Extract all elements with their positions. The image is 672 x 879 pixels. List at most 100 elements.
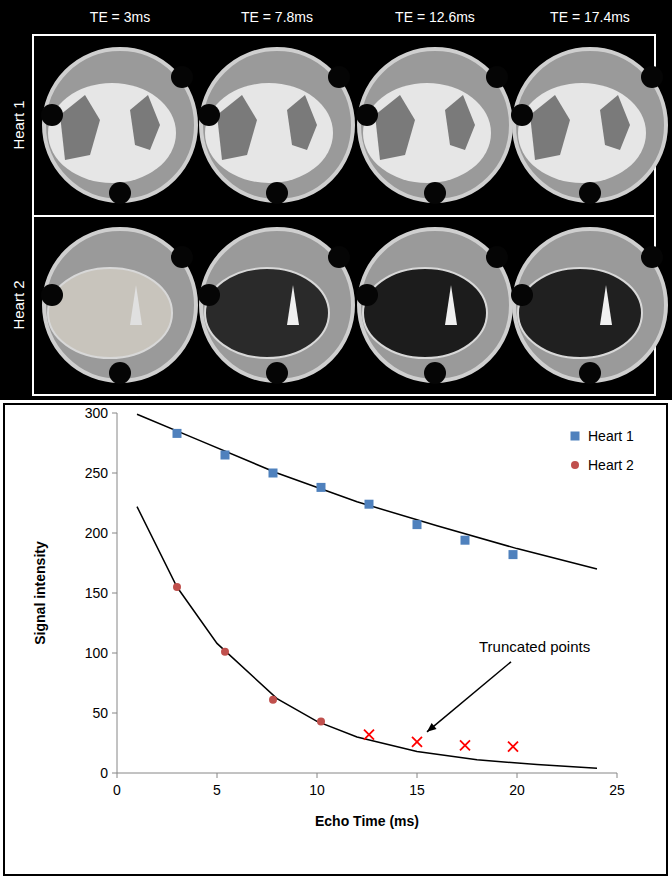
fit-line [137,507,597,769]
mri-image [41,229,196,384]
y-tick [112,593,117,594]
legend-label: Heart 2 [588,457,634,473]
data-point [317,483,326,492]
reference-tube [109,362,131,384]
y-tick-label: 100 [85,645,109,661]
reference-tube [579,182,601,204]
row-divider [33,215,655,217]
reference-tube [511,284,533,306]
annotation-arrow [427,662,511,732]
phantom [359,49,511,201]
mri-image [511,49,666,204]
heart-tissue [205,268,329,358]
phantom [514,229,666,381]
y-axis-label: Signal intensity [32,541,48,645]
data-point [508,742,518,752]
heart-cavity [600,95,630,150]
mri-image [198,229,353,384]
reference-tube [198,104,220,126]
data-point [221,648,229,656]
row-label: Heart 1 [10,100,27,149]
reference-tube [486,66,508,88]
phantom [44,229,196,381]
y-tick-label: 250 [85,465,109,481]
annotation-arrowhead [427,723,437,732]
heart-tissue [363,83,491,183]
y-tick [112,773,117,774]
heart-cavity [130,285,142,325]
data-point [173,429,182,438]
data-point [461,536,470,545]
heart-cavity [287,285,299,325]
x-tick [217,773,218,778]
heart-tissue [48,268,172,358]
mri-image [356,49,511,204]
data-point [269,469,278,478]
annotation: Truncated points [479,638,590,655]
data-point [221,451,230,460]
heart-cavity [130,95,160,150]
data-point [509,550,518,559]
plot-area [137,414,597,768]
phantom [201,229,353,381]
reference-tube [356,284,378,306]
heart-tissue [363,268,487,358]
mri-image [198,49,353,204]
heart-tissue [518,83,646,183]
reference-tube [424,182,446,204]
phantom [514,49,666,201]
y-tick-label: 200 [85,525,109,541]
legend-marker [571,461,579,469]
x-tick-label: 5 [213,782,221,798]
column-header: TE = 12.6ms [395,9,475,25]
data-point [317,717,325,725]
phantom [201,49,353,201]
reference-tube [579,362,601,384]
reference-tube [171,246,193,268]
figure: TE = 3msTE = 7.8msTE = 12.6msTE = 17.4ms… [0,0,672,879]
data-point [412,737,422,747]
phantom [44,49,196,201]
y-tick-label: 300 [85,405,109,421]
reference-tube [641,66,663,88]
reference-tube [171,66,193,88]
column-header: TE = 17.4ms [550,9,630,25]
reference-tube [486,246,508,268]
heart-cavity [445,285,457,325]
y-tick-label: 50 [92,705,108,721]
reference-tube [328,66,350,88]
data-point [364,730,374,740]
reference-tube [356,104,378,126]
reference-tube [328,246,350,268]
legend-label: Heart 1 [588,428,634,444]
reference-tube [266,182,288,204]
x-tick-label: 25 [609,782,625,798]
chart-frame [4,404,667,875]
y-tick [112,413,117,414]
column-header: TE = 7.8ms [241,9,313,25]
reference-tube [109,182,131,204]
reference-tube [198,284,220,306]
heart-tissue [518,268,642,358]
x-tick-label: 15 [409,782,425,798]
fit-line [137,414,597,569]
heart-tissue [48,83,176,183]
y-tick [112,653,117,654]
x-tick [417,773,418,778]
heart-cavity [217,95,257,160]
heart-cavity [375,95,415,160]
reference-tube [266,362,288,384]
row-label: Heart 2 [10,280,27,329]
x-tick-label: 0 [113,782,121,798]
mri-image [41,49,196,204]
heart-cavity [530,95,570,160]
reference-tube [641,246,663,268]
reference-tube [424,362,446,384]
heart-cavity [600,285,612,325]
y-tick-label: 150 [85,585,109,601]
heart-cavity [287,95,317,150]
legend-marker [571,432,580,441]
data-point [269,696,277,704]
y-tick [112,713,117,714]
x-tick [617,773,618,778]
